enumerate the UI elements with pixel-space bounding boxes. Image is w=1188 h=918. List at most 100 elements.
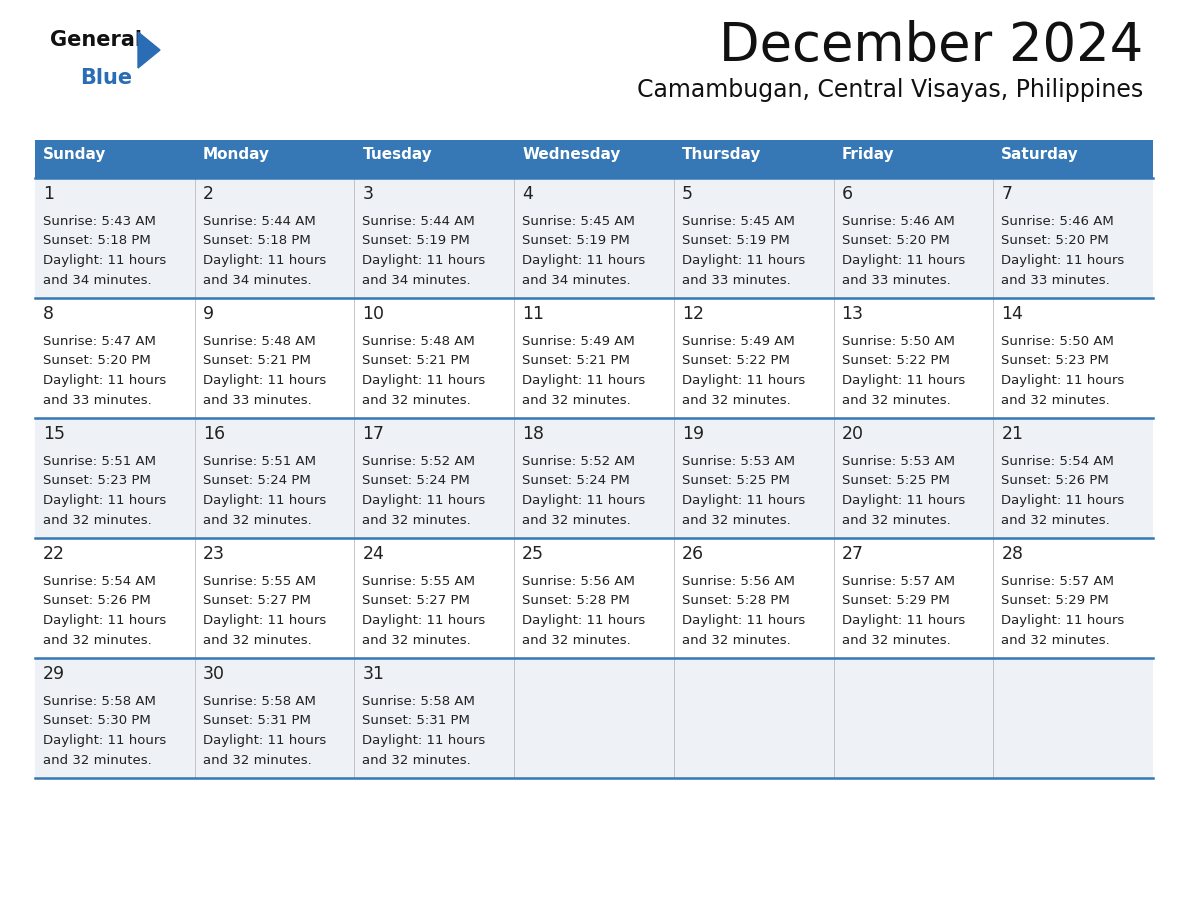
Bar	[834, 140, 993, 178]
Text: 3: 3	[362, 185, 373, 203]
Text: Sunset: 5:24 PM: Sunset: 5:24 PM	[523, 475, 630, 487]
Text: 9: 9	[203, 305, 214, 323]
Text: Sunrise: 5:55 AM: Sunrise: 5:55 AM	[362, 575, 475, 588]
Text: Daylight: 11 hours: Daylight: 11 hours	[362, 614, 486, 627]
Bar	[34, 538, 1154, 658]
Text: Sunset: 5:30 PM: Sunset: 5:30 PM	[43, 714, 151, 727]
Text: 17: 17	[362, 425, 385, 443]
Text: Daylight: 11 hours: Daylight: 11 hours	[362, 494, 486, 508]
Text: Sunset: 5:18 PM: Sunset: 5:18 PM	[203, 234, 310, 248]
Text: 11: 11	[523, 305, 544, 323]
Text: Camambugan, Central Visayas, Philippines: Camambugan, Central Visayas, Philippines	[637, 78, 1143, 102]
Text: Daylight: 11 hours: Daylight: 11 hours	[43, 494, 166, 508]
Text: Daylight: 11 hours: Daylight: 11 hours	[43, 734, 166, 747]
Text: and 32 minutes.: and 32 minutes.	[362, 514, 472, 527]
Text: 13: 13	[841, 305, 864, 323]
Text: Sunset: 5:29 PM: Sunset: 5:29 PM	[1001, 595, 1110, 608]
Text: Sunrise: 5:53 AM: Sunrise: 5:53 AM	[841, 454, 955, 467]
Text: 27: 27	[841, 545, 864, 563]
Text: Sunset: 5:24 PM: Sunset: 5:24 PM	[362, 475, 470, 487]
Text: 24: 24	[362, 545, 384, 563]
Text: and 33 minutes.: and 33 minutes.	[43, 394, 152, 407]
Text: Sunrise: 5:54 AM: Sunrise: 5:54 AM	[1001, 454, 1114, 467]
Text: and 32 minutes.: and 32 minutes.	[841, 514, 950, 527]
Text: Daylight: 11 hours: Daylight: 11 hours	[43, 614, 166, 627]
Text: 28: 28	[1001, 545, 1023, 563]
Text: and 32 minutes.: and 32 minutes.	[362, 754, 472, 767]
Text: Sunset: 5:27 PM: Sunset: 5:27 PM	[203, 595, 310, 608]
Text: 1: 1	[43, 185, 53, 203]
Text: Sunrise: 5:43 AM: Sunrise: 5:43 AM	[43, 215, 156, 228]
Text: 10: 10	[362, 305, 385, 323]
Text: Daylight: 11 hours: Daylight: 11 hours	[203, 734, 326, 747]
Text: Daylight: 11 hours: Daylight: 11 hours	[682, 375, 805, 387]
Text: Sunset: 5:18 PM: Sunset: 5:18 PM	[43, 234, 151, 248]
Text: Sunrise: 5:47 AM: Sunrise: 5:47 AM	[43, 335, 156, 348]
Text: Sunrise: 5:46 AM: Sunrise: 5:46 AM	[1001, 215, 1114, 228]
Text: Daylight: 11 hours: Daylight: 11 hours	[362, 734, 486, 747]
Text: Daylight: 11 hours: Daylight: 11 hours	[523, 494, 645, 508]
Bar	[674, 140, 834, 178]
Text: and 32 minutes.: and 32 minutes.	[362, 634, 472, 647]
Text: and 32 minutes.: and 32 minutes.	[841, 634, 950, 647]
Text: and 34 minutes.: and 34 minutes.	[362, 274, 472, 287]
Text: and 32 minutes.: and 32 minutes.	[682, 394, 790, 407]
Text: Daylight: 11 hours: Daylight: 11 hours	[523, 375, 645, 387]
Bar	[195, 140, 354, 178]
Text: Daylight: 11 hours: Daylight: 11 hours	[203, 614, 326, 627]
Bar	[34, 178, 1154, 298]
Text: Sunset: 5:27 PM: Sunset: 5:27 PM	[362, 595, 470, 608]
Text: 26: 26	[682, 545, 704, 563]
Text: Sunrise: 5:49 AM: Sunrise: 5:49 AM	[523, 335, 634, 348]
Text: Sunset: 5:25 PM: Sunset: 5:25 PM	[841, 475, 949, 487]
Text: Daylight: 11 hours: Daylight: 11 hours	[203, 254, 326, 267]
Text: Sunrise: 5:44 AM: Sunrise: 5:44 AM	[203, 215, 316, 228]
Text: Sunset: 5:23 PM: Sunset: 5:23 PM	[1001, 354, 1110, 367]
Text: and 32 minutes.: and 32 minutes.	[43, 514, 152, 527]
Text: and 32 minutes.: and 32 minutes.	[682, 634, 790, 647]
Text: and 34 minutes.: and 34 minutes.	[523, 274, 631, 287]
Text: Sunrise: 5:45 AM: Sunrise: 5:45 AM	[523, 215, 636, 228]
Text: and 32 minutes.: and 32 minutes.	[682, 514, 790, 527]
Text: General: General	[50, 30, 143, 50]
Text: and 32 minutes.: and 32 minutes.	[43, 634, 152, 647]
Text: Sunrise: 5:51 AM: Sunrise: 5:51 AM	[43, 454, 156, 467]
Text: Friday: Friday	[841, 147, 895, 162]
Text: Daylight: 11 hours: Daylight: 11 hours	[1001, 375, 1125, 387]
Text: 14: 14	[1001, 305, 1023, 323]
Text: 6: 6	[841, 185, 853, 203]
Text: Saturday: Saturday	[1001, 147, 1079, 162]
Text: Sunrise: 5:58 AM: Sunrise: 5:58 AM	[203, 695, 316, 708]
Text: 16: 16	[203, 425, 225, 443]
Bar	[34, 418, 1154, 538]
Text: and 33 minutes.: and 33 minutes.	[203, 394, 311, 407]
Text: Sunrise: 5:58 AM: Sunrise: 5:58 AM	[43, 695, 156, 708]
Text: and 34 minutes.: and 34 minutes.	[43, 274, 152, 287]
Text: 22: 22	[43, 545, 65, 563]
Text: Sunset: 5:19 PM: Sunset: 5:19 PM	[523, 234, 630, 248]
Text: 4: 4	[523, 185, 533, 203]
Text: Sunrise: 5:50 AM: Sunrise: 5:50 AM	[1001, 335, 1114, 348]
Text: Sunset: 5:20 PM: Sunset: 5:20 PM	[1001, 234, 1110, 248]
Text: 12: 12	[682, 305, 703, 323]
Text: Daylight: 11 hours: Daylight: 11 hours	[362, 254, 486, 267]
Bar	[514, 140, 674, 178]
Text: Daylight: 11 hours: Daylight: 11 hours	[682, 254, 805, 267]
Text: Thursday: Thursday	[682, 147, 762, 162]
Text: and 32 minutes.: and 32 minutes.	[1001, 514, 1110, 527]
Text: 31: 31	[362, 665, 385, 683]
Text: Sunset: 5:21 PM: Sunset: 5:21 PM	[203, 354, 310, 367]
Text: Daylight: 11 hours: Daylight: 11 hours	[203, 494, 326, 508]
Text: Daylight: 11 hours: Daylight: 11 hours	[682, 614, 805, 627]
Bar	[34, 658, 1154, 778]
Text: Sunrise: 5:44 AM: Sunrise: 5:44 AM	[362, 215, 475, 228]
Text: Daylight: 11 hours: Daylight: 11 hours	[43, 375, 166, 387]
Text: Blue: Blue	[80, 68, 132, 88]
Text: Daylight: 11 hours: Daylight: 11 hours	[523, 254, 645, 267]
Text: and 32 minutes.: and 32 minutes.	[362, 394, 472, 407]
Text: and 32 minutes.: and 32 minutes.	[523, 394, 631, 407]
Text: Daylight: 11 hours: Daylight: 11 hours	[841, 254, 965, 267]
Text: Sunrise: 5:45 AM: Sunrise: 5:45 AM	[682, 215, 795, 228]
Text: 8: 8	[43, 305, 53, 323]
Text: and 32 minutes.: and 32 minutes.	[203, 634, 311, 647]
